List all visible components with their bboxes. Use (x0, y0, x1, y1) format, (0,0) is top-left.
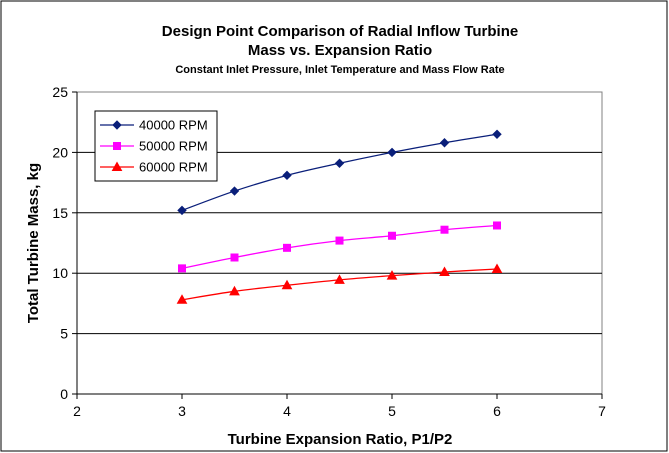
x-tick-label: 5 (388, 403, 396, 419)
data-point-50000-rpm (230, 253, 239, 262)
legend-label-50000-rpm: 50000 RPM (139, 139, 208, 154)
y-tick-label: 25 (52, 84, 68, 100)
data-point-50000-rpm (440, 225, 449, 234)
data-point-40000-rpm (334, 158, 345, 168)
y-tick-label: 20 (52, 144, 68, 160)
data-point-60000-rpm (229, 285, 240, 296)
data-point-50000-rpm (335, 236, 344, 245)
data-point-40000-rpm (229, 186, 240, 196)
data-point-40000-rpm (492, 129, 502, 139)
data-point-50000-rpm (178, 264, 186, 273)
y-tick-label: 15 (52, 205, 68, 221)
data-point-50000-rpm (493, 221, 501, 230)
chart-title-line2: Mass vs. Expansion Ratio (248, 42, 432, 59)
data-point-50000-rpm (283, 243, 291, 252)
y-tick-label: 10 (52, 265, 68, 281)
data-point-60000-rpm (176, 294, 188, 304)
data-point-60000-rpm (386, 270, 398, 280)
data-point-40000-rpm (177, 205, 187, 216)
x-tick-label: 2 (73, 403, 81, 419)
x-tick-label: 4 (283, 403, 291, 419)
series-layer (176, 129, 503, 304)
legend-marker-40000-rpm (112, 120, 122, 130)
chart-subtitle: Constant Inlet Pressure, Inlet Temperatu… (175, 64, 504, 76)
data-point-60000-rpm (491, 263, 503, 273)
legend-marker-50000-rpm (113, 142, 121, 150)
legend-marker-60000-rpm (111, 161, 123, 171)
data-point-60000-rpm (439, 266, 450, 276)
x-tick-label: 7 (598, 403, 606, 419)
y-tick-label: 5 (60, 326, 68, 342)
x-axis-label: Turbine Expansion Ratio, P1/P2 (228, 431, 453, 448)
x-tick-label: 6 (493, 403, 501, 419)
x-tick-label: 3 (178, 403, 186, 419)
data-point-40000-rpm (439, 138, 450, 148)
data-point-40000-rpm (282, 170, 292, 181)
y-axis-label: Total Turbine Mass, kg (25, 163, 42, 323)
legend-label-60000-rpm: 60000 RPM (139, 160, 208, 175)
legend: 40000 RPM 50000 RPM 60000 RPM (94, 110, 218, 182)
chart-title: Design Point Comparison of Radial Inflow… (162, 23, 518, 40)
data-point-40000-rpm (387, 147, 397, 158)
legend-label-40000-rpm: 40000 RPM (139, 118, 208, 133)
data-point-60000-rpm (334, 274, 345, 284)
y-tick-label: 0 (60, 386, 68, 402)
data-point-60000-rpm (281, 279, 293, 290)
data-point-50000-rpm (388, 231, 396, 240)
axis-layer: 0 5 10 15 20 25 2 3 4 5 6 7 (52, 84, 606, 419)
